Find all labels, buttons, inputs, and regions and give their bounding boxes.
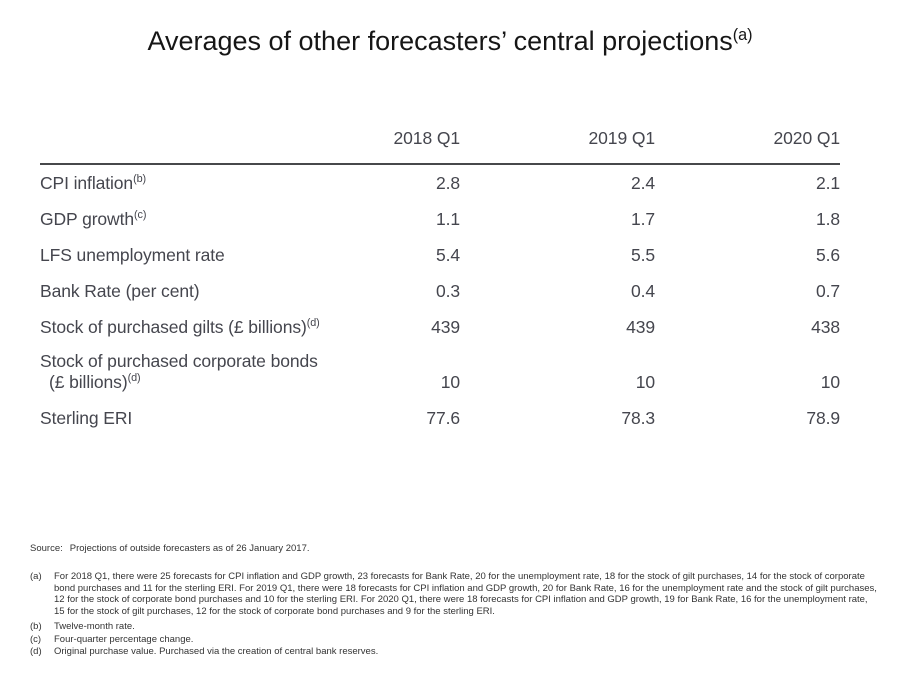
column-header-2018q1: 2018 Q1 [270, 118, 460, 165]
table-row-bank-rate: Bank Rate (per cent) 0.3 0.4 0.7 [40, 273, 840, 309]
cell-value: 2.4 [630, 173, 655, 193]
footnote-d-label: (d) [30, 646, 42, 657]
page-title: Averages of other forecasters’ central p… [0, 26, 900, 57]
footnotes: (a) For 2018 Q1, there were 25 forecasts… [30, 571, 880, 659]
projections-table-wrap: 2018 Q1 2019 Q1 2020 Q1 CPI inflation(b)… [40, 118, 840, 436]
cell-value: 1.1 [435, 209, 460, 229]
column-spacer [40, 118, 270, 165]
page-title-text: Averages of other forecasters’ central p… [147, 26, 733, 56]
table-row-corporate-bonds: Stock of purchased corporate bonds (£ bi… [40, 345, 840, 400]
cell-value: 77.6 [426, 408, 460, 428]
footnote-d-text: Original purchase value. Purchased via t… [54, 646, 379, 657]
footnote-d: (d) Original purchase value. Purchased v… [30, 646, 880, 658]
footnote-a: (a) For 2018 Q1, there were 25 forecasts… [30, 571, 880, 617]
footnote-a-label: (a) [30, 571, 42, 582]
cell-value: 10 [820, 372, 840, 392]
table-row-cpi-inflation: CPI inflation(b) 2.8 2.4 2.1 [40, 164, 840, 201]
cell-value: 5.4 [435, 245, 460, 265]
cell-value: 5.6 [815, 245, 840, 265]
column-header-2019q1: 2019 Q1 [460, 118, 655, 165]
footnote-c-label: (c) [30, 633, 42, 645]
table-row-lfs-unemployment: LFS unemployment rate 5.4 5.5 5.6 [40, 237, 840, 273]
cell-value: 0.4 [630, 281, 655, 301]
row-label: GDP growth(c) [40, 209, 147, 229]
cell-value: 10 [440, 372, 460, 392]
source-label: Source: [30, 543, 63, 554]
footnote-a-text: For 2018 Q1, there were 25 forecasts for… [54, 571, 877, 617]
footnote-ref: (b) [133, 173, 147, 186]
cell-value: 1.7 [630, 209, 655, 229]
cell-value: 5.5 [630, 245, 655, 265]
table-row-gdp-growth: GDP growth(c) 1.1 1.7 1.8 [40, 201, 840, 237]
row-label: Stock of purchased gilts (£ billions)(d) [40, 317, 320, 337]
row-label: Stock of purchased corporate bonds (£ bi… [40, 351, 318, 392]
table-row-sterling-eri: Sterling ERI 77.6 78.3 78.9 [40, 400, 840, 436]
cell-value: 78.9 [806, 408, 840, 428]
source-text: Projections of outside forecasters as of… [69, 543, 310, 554]
footnote-ref: (d) [127, 372, 141, 385]
cell-value: 1.8 [815, 209, 840, 229]
table-row-purchased-gilts: Stock of purchased gilts (£ billions)(d)… [40, 309, 840, 345]
footnote-b: (b) Twelve-month rate. [30, 621, 880, 633]
table-header-row: 2018 Q1 2019 Q1 2020 Q1 [40, 118, 840, 165]
row-label: Sterling ERI [40, 408, 133, 428]
cell-value: 78.3 [621, 408, 655, 428]
projections-table: 2018 Q1 2019 Q1 2020 Q1 CPI inflation(b)… [40, 118, 840, 436]
footnote-b-text: Twelve-month rate. [54, 621, 135, 632]
footnote-b-label: (b) [30, 621, 42, 632]
cell-value: 439 [626, 317, 655, 337]
footnote-c: (c) Four-quarter percentage change. [30, 634, 880, 646]
column-header-2020q1: 2020 Q1 [655, 118, 840, 165]
cell-value: 438 [811, 317, 840, 337]
footnote-ref: (c) [134, 209, 147, 222]
cell-value: 10 [635, 372, 655, 392]
source-line: Source: Projections of outside forecaster… [30, 543, 310, 554]
cell-value: 2.8 [435, 173, 460, 193]
cell-value: 439 [431, 317, 460, 337]
cell-value: 2.1 [815, 173, 840, 193]
footnote-c-text: Four-quarter percentage change. [54, 633, 194, 645]
footnote-ref: (d) [306, 317, 320, 330]
title-footnote-ref: (a) [732, 26, 753, 44]
row-label: CPI inflation(b) [40, 173, 147, 193]
row-label: LFS unemployment rate [40, 245, 225, 265]
cell-value: 0.7 [815, 281, 840, 301]
cell-value: 0.3 [435, 281, 460, 301]
row-label: Bank Rate (per cent) [40, 281, 200, 301]
